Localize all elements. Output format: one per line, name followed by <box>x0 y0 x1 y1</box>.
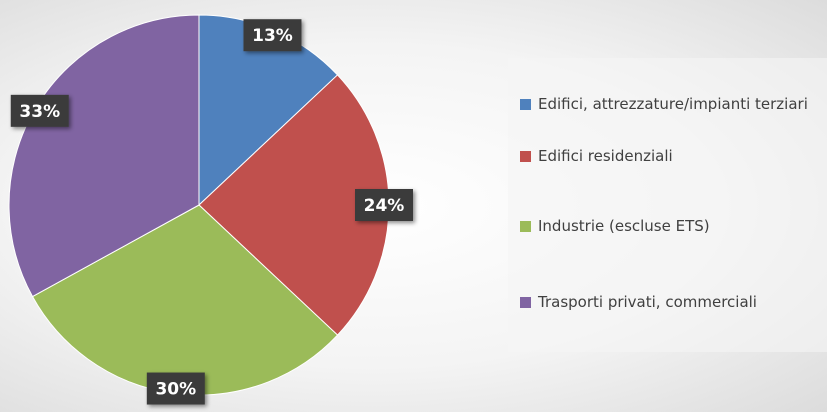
legend-swatch <box>520 297 531 308</box>
data-label: 30% <box>155 380 196 400</box>
legend-entry: Edifici residenziali <box>520 143 825 170</box>
label-box <box>146 372 205 405</box>
legend-swatch <box>520 99 531 110</box>
legend-entry: Industrie (escluse ETS) <box>520 213 825 240</box>
label-box <box>10 94 69 127</box>
label-box <box>243 19 302 52</box>
label-box <box>355 189 413 221</box>
legend-entry: Trasporti privati, commerciali <box>520 289 825 316</box>
legend-label: Edifici, attrezzature/impianti terziari <box>538 95 808 113</box>
data-label: 13% <box>252 26 293 46</box>
data-label: 33% <box>19 102 60 122</box>
legend-entry: Edifici, attrezzature/impianti terziari <box>520 91 825 118</box>
legend-label: Industrie (escluse ETS) <box>538 217 710 235</box>
legend-swatch <box>520 151 531 162</box>
legend-label: Trasporti privati, commerciali <box>538 293 757 311</box>
legend-swatch <box>520 221 531 232</box>
legend-label: Edifici residenziali <box>538 147 673 165</box>
legend: Edifici, attrezzature/impianti terziari E… <box>508 58 827 352</box>
data-label: 24% <box>364 196 405 216</box>
